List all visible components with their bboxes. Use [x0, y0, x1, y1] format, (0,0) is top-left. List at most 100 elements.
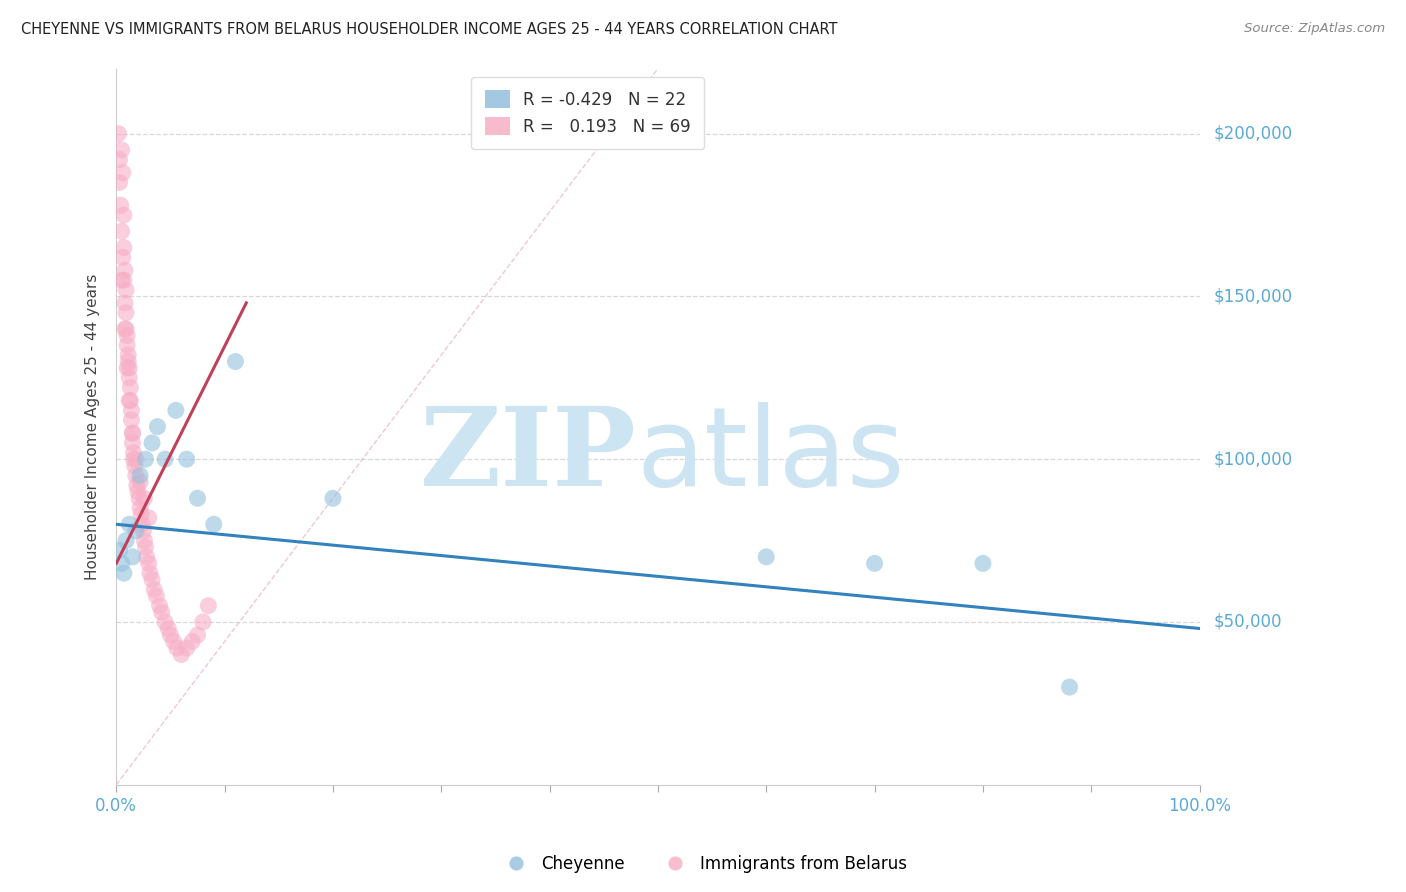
Point [134, 533, 156, 548]
Text: Source: ZipAtlas.com: Source: ZipAtlas.com [1244, 22, 1385, 36]
Point [224, 354, 246, 368]
Point [125, 468, 148, 483]
Point [146, 419, 169, 434]
Point [157, 622, 180, 636]
Point [138, 557, 160, 571]
Point [115, 338, 138, 352]
Point [121, 549, 143, 564]
Point [115, 328, 138, 343]
Text: ZIP: ZIP [419, 401, 637, 508]
Point [121, 426, 143, 441]
Point [118, 517, 141, 532]
Point [176, 452, 198, 467]
Point [163, 634, 186, 648]
Point [197, 599, 219, 613]
Point [118, 361, 141, 376]
Point [125, 478, 148, 492]
Point [132, 524, 155, 538]
Point [1059, 680, 1081, 694]
Point [115, 361, 138, 376]
Point [135, 452, 157, 467]
Point [108, 176, 131, 190]
Point [202, 517, 225, 532]
Text: $50,000: $50,000 [1213, 613, 1282, 631]
Point [127, 484, 149, 499]
Point [108, 153, 131, 167]
Point [114, 322, 136, 336]
Point [322, 491, 344, 506]
Point [111, 557, 134, 571]
Point [186, 491, 208, 506]
Point [121, 436, 143, 450]
Point [191, 615, 214, 629]
Point [131, 517, 153, 532]
Point [111, 273, 134, 287]
Point [114, 296, 136, 310]
Point [110, 198, 132, 212]
Point [112, 273, 135, 287]
Point [159, 628, 181, 642]
Point [121, 426, 143, 441]
Point [120, 403, 142, 417]
Point [135, 540, 157, 554]
Point [145, 589, 167, 603]
Point [150, 605, 173, 619]
Point [129, 475, 152, 489]
Point [170, 648, 193, 662]
Point [141, 436, 163, 450]
Point [128, 491, 150, 506]
Point [122, 452, 145, 467]
Point [134, 491, 156, 506]
Point [153, 615, 176, 629]
Text: $100,000: $100,000 [1213, 450, 1292, 468]
Point [166, 640, 188, 655]
Point [112, 208, 135, 222]
Point [111, 224, 134, 238]
Point [108, 543, 131, 558]
Point [863, 557, 886, 571]
Point [115, 306, 138, 320]
Point [125, 524, 148, 538]
Point [111, 166, 134, 180]
Text: atlas: atlas [637, 401, 904, 508]
Point [118, 371, 141, 385]
Point [135, 549, 157, 564]
Point [153, 452, 176, 467]
Point [181, 634, 204, 648]
Text: $150,000: $150,000 [1213, 287, 1292, 305]
Point [107, 127, 129, 141]
Legend: R = -0.429   N = 22, R =   0.193   N = 69: R = -0.429 N = 22, R = 0.193 N = 69 [471, 77, 704, 149]
Point [115, 533, 138, 548]
Point [115, 283, 138, 297]
Text: CHEYENNE VS IMMIGRANTS FROM BELARUS HOUSEHOLDER INCOME AGES 25 - 44 YEARS CORREL: CHEYENNE VS IMMIGRANTS FROM BELARUS HOUS… [21, 22, 838, 37]
Point [165, 403, 187, 417]
Point [112, 241, 135, 255]
Point [117, 354, 139, 368]
Legend: Cheyenne, Immigrants from Belarus: Cheyenne, Immigrants from Belarus [492, 848, 914, 880]
Point [143, 582, 166, 597]
Point [120, 380, 142, 394]
Point [176, 640, 198, 655]
Point [186, 628, 208, 642]
Point [124, 458, 146, 473]
Point [120, 413, 142, 427]
Point [972, 557, 994, 571]
Y-axis label: Householder Income Ages 25 - 44 years: Householder Income Ages 25 - 44 years [86, 274, 100, 580]
Point [755, 549, 778, 564]
Point [139, 566, 162, 581]
Point [122, 445, 145, 459]
Point [129, 508, 152, 522]
Point [129, 468, 152, 483]
Point [125, 452, 148, 467]
Point [115, 322, 138, 336]
Point [117, 348, 139, 362]
Text: $200,000: $200,000 [1213, 125, 1292, 143]
Point [111, 143, 134, 157]
Point [112, 566, 135, 581]
Point [118, 393, 141, 408]
Point [114, 263, 136, 277]
Point [129, 501, 152, 516]
Point [138, 510, 160, 524]
Point [111, 251, 134, 265]
Point [120, 393, 142, 408]
